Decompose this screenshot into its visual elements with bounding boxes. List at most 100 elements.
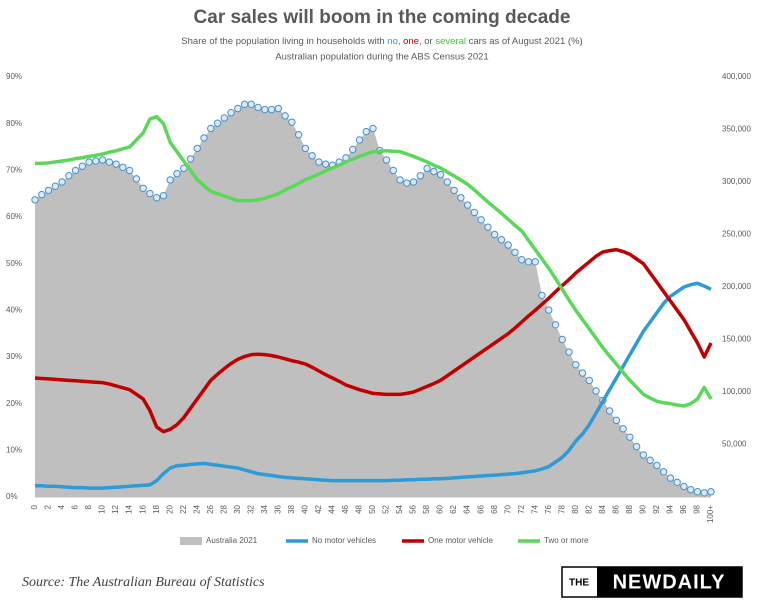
x-tick-label: 64	[463, 504, 472, 513]
y2-tick-label: 300,000	[722, 177, 751, 186]
x-tick-label: 86	[611, 504, 620, 513]
area-marker	[504, 241, 512, 249]
area-marker	[632, 442, 641, 451]
area-marker	[44, 186, 53, 195]
area-marker	[524, 258, 533, 266]
area-marker	[78, 162, 87, 170]
area-marker	[470, 208, 479, 217]
area-marker	[267, 105, 276, 114]
area-marker	[254, 103, 262, 112]
area-marker	[227, 109, 235, 117]
x-tick-label: 14	[125, 504, 134, 513]
area-marker	[159, 191, 168, 200]
area-marker	[362, 127, 370, 136]
area-marker	[261, 105, 269, 114]
area-marker	[85, 158, 93, 166]
area-marker	[281, 112, 289, 120]
y2-tick-label: 150,000	[722, 335, 751, 344]
x-tick-label: 16	[138, 504, 147, 513]
area-marker	[146, 189, 154, 198]
x-tick-label: 32	[246, 504, 255, 513]
y-tick-label: 80%	[6, 119, 22, 128]
area-marker	[38, 190, 46, 199]
x-tick-label: 100+	[706, 505, 715, 523]
x-tick-label: 62	[449, 504, 458, 513]
y-tick-label: 0%	[6, 492, 18, 501]
x-tick-label: 28	[219, 504, 228, 513]
source: Source: The Australian Bureau of Statist…	[22, 575, 265, 590]
area-marker	[119, 163, 127, 172]
area-marker	[666, 474, 675, 482]
area-marker	[463, 201, 472, 209]
x-tick-label: 50	[368, 504, 377, 513]
area-marker	[700, 489, 708, 497]
y2-tick-label: 400,000	[722, 72, 751, 81]
x-tick-label: 0	[30, 504, 39, 509]
y-tick-label: 10%	[6, 445, 22, 454]
x-tick-label: 60	[436, 504, 445, 513]
x-tick-label: 20	[165, 504, 174, 513]
y-tick-label: 20%	[6, 399, 22, 408]
legend-label: Australia 2021	[206, 536, 258, 545]
x-tick-label: 56	[409, 504, 418, 513]
area-marker	[687, 485, 695, 494]
area-marker	[112, 160, 120, 168]
y2-tick-label: 250,000	[722, 230, 751, 239]
area-marker	[98, 156, 107, 164]
x-tick-label: 78	[557, 504, 566, 513]
x-tick-label: 24	[192, 504, 201, 513]
subtitle-part: ,	[398, 36, 403, 47]
area-marker	[490, 230, 499, 239]
area-marker	[646, 456, 654, 464]
area-marker	[612, 416, 621, 425]
area-marker	[707, 488, 715, 496]
area-marker	[423, 164, 431, 173]
area-marker	[193, 144, 201, 153]
y2-tick-label: 200,000	[722, 282, 751, 291]
area-marker	[572, 361, 580, 369]
x-tick-label: 42	[314, 504, 323, 513]
y-tick-label: 30%	[6, 352, 22, 361]
area-marker	[234, 104, 242, 113]
area-marker	[585, 376, 594, 385]
area-marker	[349, 145, 357, 154]
area-marker	[653, 461, 661, 470]
area-marker	[315, 158, 323, 166]
area	[35, 104, 711, 498]
y-tick-label: 60%	[6, 212, 22, 221]
logo-name: NEWDAILY	[613, 571, 726, 593]
y-tick-label: 50%	[6, 259, 22, 268]
area-marker	[477, 216, 485, 224]
x-tick-label: 90	[639, 504, 648, 513]
x-tick-label: 76	[544, 504, 553, 513]
area-marker	[497, 236, 506, 244]
area-marker	[409, 178, 418, 186]
x-tick-label: 70	[503, 504, 512, 513]
x-tick-label: 36	[273, 504, 282, 513]
area-marker	[680, 482, 688, 491]
area-marker	[382, 156, 391, 164]
logo-box	[597, 567, 742, 597]
area-marker	[65, 172, 73, 180]
area-marker	[213, 119, 222, 127]
area-marker	[545, 306, 553, 314]
area-marker	[152, 194, 161, 202]
area-marker	[551, 321, 560, 329]
x-tick-label: 44	[328, 504, 337, 513]
subtitle-part: one	[403, 36, 419, 47]
area-marker	[531, 258, 539, 266]
area-marker	[355, 136, 364, 144]
area-marker	[105, 158, 114, 166]
x-tick-label: 4	[57, 504, 66, 509]
x-tick-label: 46	[341, 504, 350, 513]
area-marker	[207, 124, 215, 133]
y2-tick-label: 350,000	[722, 125, 751, 134]
area-marker	[200, 134, 208, 142]
area-marker	[369, 124, 377, 133]
y-tick-label: 70%	[6, 165, 22, 174]
area-marker	[125, 166, 134, 175]
subtitle-part: cars as of August 2021 (%)	[466, 36, 583, 47]
area-marker	[31, 196, 39, 204]
area-marker	[605, 407, 614, 415]
